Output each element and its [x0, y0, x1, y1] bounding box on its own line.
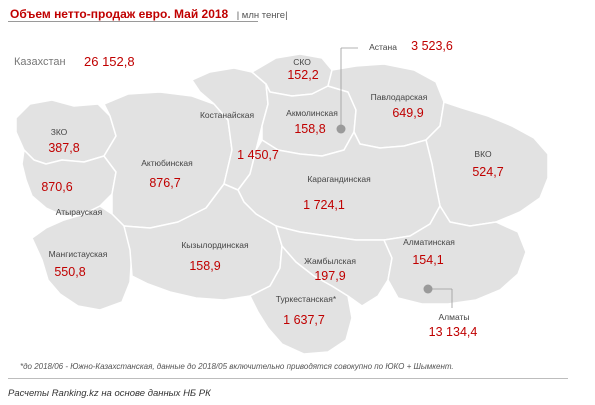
source-note: Расчеты Ranking.kz на основе данных НБ Р…: [8, 388, 211, 399]
region-value-aktobe: 876,7: [149, 176, 181, 190]
region-label-atyrau: Атырауская: [55, 207, 103, 217]
region-label-zhambyl: Жамбылская: [304, 256, 356, 266]
almaty-marker: [423, 284, 433, 294]
region-value-astana: 3 523,6: [411, 39, 453, 53]
region-shape-turkestan: [249, 245, 353, 355]
region-label-kyzylorda: Кызылординская: [181, 240, 249, 250]
page-title: Объем нетто-продаж евро. Май 2018: [10, 7, 229, 21]
astana-marker: [336, 124, 346, 134]
region-value-karaganda: 1 724,1: [303, 198, 345, 212]
city-value-almaty: 13 134,4: [428, 325, 478, 339]
region-label-kostanay: Костанайская: [199, 110, 255, 120]
region-value-zhambyl: 197,9: [314, 269, 346, 283]
region-label-vko: ВКО: [474, 149, 492, 159]
region-label-sko: СКО: [293, 57, 311, 67]
region-label-karaganda: Карагандинская: [307, 174, 371, 184]
region-value-turkestan: 1 637,7: [283, 313, 325, 327]
region-value-atyrau: 870,6: [41, 180, 73, 194]
region-shape-vko: [425, 101, 549, 227]
region-value-pavlodar: 649,9: [392, 106, 424, 120]
region-label-zko: ЗКО: [50, 127, 68, 137]
footnote: *до 2018/06 - Южно-Казахстанская, данные…: [20, 362, 454, 371]
title-row: Объем нетто-продаж евро. Май 2018 | млн …: [10, 5, 288, 23]
region-value-mangistau: 550,8: [54, 265, 86, 279]
region-value-sko: 152,2: [287, 68, 319, 82]
region-label-turkestan: Туркестанская*: [275, 294, 337, 304]
region-label-pavlodar: Павлодарская: [370, 92, 428, 102]
region-value-zko: 387,8: [48, 141, 80, 155]
region-shape-almaty: [383, 205, 527, 305]
city-label-almaty: Алматы: [438, 312, 470, 322]
total-value: 26 152,8: [84, 54, 135, 69]
region-label-astana: Астана: [369, 42, 397, 52]
unit-label: | млн тенге|: [236, 10, 288, 21]
region-value-kostanay: 1 450,7: [237, 148, 279, 162]
total-name: Казахстан: [14, 56, 66, 68]
region-label-mangistau: Мангистауская: [48, 249, 108, 259]
region-shape-akmola: [261, 83, 357, 157]
region-label-akmola: Акмолинская: [286, 108, 338, 118]
footer-divider: [8, 378, 568, 379]
region-label-aktobe: Актюбинская: [141, 158, 193, 168]
region-label-almaty-region: Алматинская: [403, 237, 455, 247]
region-value-akmola: 158,8: [294, 122, 326, 136]
region-shape-zhambyl: [275, 225, 393, 307]
region-value-almaty-region: 154,1: [412, 253, 444, 267]
title-divider: [8, 21, 258, 22]
region-value-kyzylorda: 158,9: [189, 259, 221, 273]
region-value-vko: 524,7: [472, 165, 504, 179]
region-shape-atyrau: [21, 149, 117, 217]
